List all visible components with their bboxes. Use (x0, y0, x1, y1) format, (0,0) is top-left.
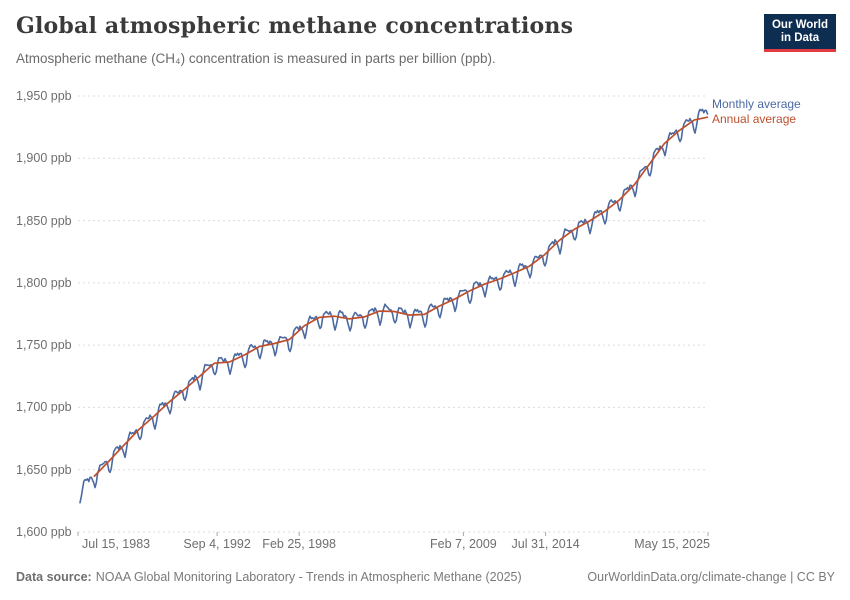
y-axis-label: 1,850 ppb (16, 213, 72, 228)
y-axis-label: 1,750 ppb (16, 338, 72, 353)
y-axis-label: 1,600 ppb (16, 525, 72, 539)
y-axis-label: 1,700 ppb (16, 400, 72, 415)
data-source: Data source: NOAA Global Monitoring Labor… (16, 570, 522, 584)
owid-logo: Our World in Data (763, 14, 836, 52)
x-axis-label: Feb 25, 1998 (262, 537, 336, 551)
footer: Data source: NOAA Global Monitoring Labor… (16, 570, 835, 584)
x-axis-label: Jul 15, 1983 (82, 537, 151, 551)
footer-links: OurWorldinData.org/climate-change | CC B… (587, 570, 835, 584)
x-axis-label: Feb 7, 2009 (430, 537, 497, 551)
legend-item-annual-average[interactable]: Annual average (712, 112, 797, 126)
owid-logo-line1: Our World (771, 19, 828, 31)
chart-subtitle: Atmospheric methane (CH₄) concentration … (16, 51, 496, 66)
owid-link[interactable]: OurWorldinData.org/climate-change (587, 570, 787, 584)
owid-logo-line2: in Data (780, 32, 820, 44)
y-axis-label: 1,950 ppb (16, 89, 72, 103)
y-axis-label: 1,650 ppb (16, 462, 72, 477)
data-source-label: Data source: (16, 570, 92, 584)
y-axis-label: 1,900 ppb (16, 151, 72, 166)
x-axis-label: Jul 31, 2014 (511, 537, 580, 551)
page-title: Global atmospheric methane concentration… (16, 13, 574, 39)
x-axis-label: Sep 4, 1992 (183, 537, 251, 551)
monthly-average-line (79, 108, 709, 504)
footer-separator: | (786, 570, 797, 584)
legend-item-monthly-average[interactable]: Monthly average (712, 97, 801, 111)
annual-average-line (93, 116, 709, 477)
y-axis-label: 1,800 ppb (16, 275, 72, 290)
data-source-text: NOAA Global Monitoring Laboratory - Tren… (95, 570, 522, 584)
x-axis-label: May 15, 2025 (634, 537, 710, 551)
license-link[interactable]: CC BY (796, 570, 835, 584)
